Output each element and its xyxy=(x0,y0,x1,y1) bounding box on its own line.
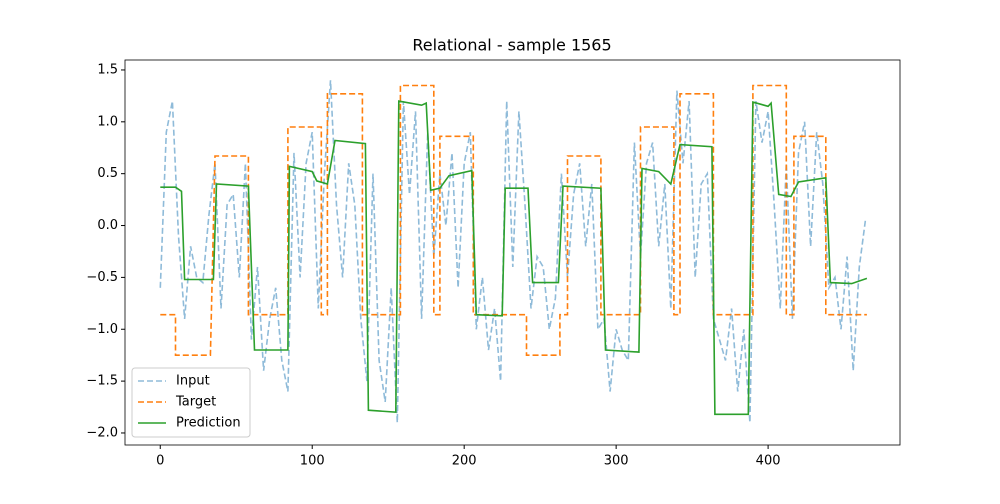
series-line xyxy=(159,80,867,423)
legend-label: Prediction xyxy=(176,416,241,431)
x-tick-label: 100 xyxy=(300,454,325,469)
y-tick-label: −0.5 xyxy=(86,270,118,285)
chart-title: Relational - sample 1565 xyxy=(412,36,611,55)
legend-box xyxy=(131,367,251,438)
series-line xyxy=(160,100,868,416)
x-tick-label: 0 xyxy=(156,454,164,469)
y-tick-label: 1.5 xyxy=(97,62,118,77)
x-tick-label: 200 xyxy=(452,454,477,469)
legend-label: Target xyxy=(175,395,216,410)
legend-label: Input xyxy=(176,374,210,389)
plot-frame xyxy=(124,59,901,446)
y-tick-label: −2.0 xyxy=(86,425,118,440)
y-tick-label: −1.5 xyxy=(86,374,118,389)
y-tick-label: 1.0 xyxy=(97,114,118,129)
x-tick-label: 300 xyxy=(604,454,629,469)
y-tick-label: 0.5 xyxy=(97,166,118,181)
x-tick-label: 400 xyxy=(756,454,781,469)
y-tick-label: 0.0 xyxy=(97,218,118,233)
series-line xyxy=(160,84,867,356)
y-tick-label: −1.0 xyxy=(86,322,118,337)
